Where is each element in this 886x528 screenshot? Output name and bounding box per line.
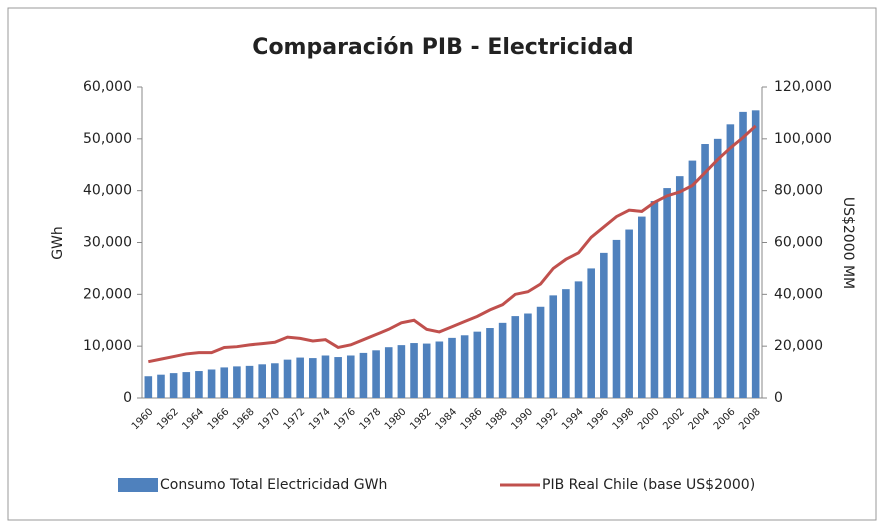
- bar: [688, 160, 697, 398]
- bar: [384, 347, 393, 398]
- bar: [612, 239, 621, 398]
- y-tick-label: 30,000: [83, 235, 132, 251]
- bar: [283, 359, 292, 398]
- y2-tick-label: 0: [774, 390, 783, 406]
- y2-tick-label: 80,000: [774, 183, 823, 199]
- y-tick-label: 60,000: [83, 79, 132, 95]
- bar: [587, 268, 595, 398]
- bar: [410, 343, 418, 398]
- bar: [321, 355, 330, 398]
- y2-tick-label: 60,000: [774, 235, 823, 251]
- y-tick-label: 50,000: [83, 131, 132, 147]
- bar: [486, 328, 494, 398]
- bar: [372, 350, 380, 398]
- bar: [169, 373, 178, 398]
- bar: [460, 335, 469, 398]
- bar: [220, 367, 229, 398]
- bar: [650, 201, 659, 398]
- bar: [713, 138, 722, 399]
- legend-swatch: [118, 478, 158, 492]
- y-tick-label: 20,000: [83, 286, 132, 302]
- bar: [144, 376, 153, 398]
- y-axis-title: GWh: [50, 226, 66, 260]
- bar: [422, 343, 431, 398]
- bar: [207, 369, 216, 398]
- bar: [233, 366, 241, 398]
- bar: [195, 371, 203, 398]
- bar: [346, 355, 355, 398]
- bar: [751, 110, 760, 398]
- bar: [625, 229, 633, 398]
- bar: [562, 289, 570, 398]
- y2-tick-label: 20,000: [774, 338, 823, 354]
- bar: [701, 144, 709, 398]
- bar: [726, 124, 735, 398]
- y2-tick-label: 100,000: [774, 131, 832, 147]
- y-tick-label: 40,000: [83, 183, 132, 199]
- bar: [359, 352, 368, 398]
- bar: [536, 306, 545, 398]
- bar: [524, 313, 532, 398]
- y-tick-label: 0: [123, 390, 132, 406]
- chart-title: Comparación PIB - Electricidad: [252, 35, 633, 60]
- y2-tick-label: 40,000: [774, 286, 823, 302]
- legend-label: PIB Real Chile (base US$2000): [542, 477, 755, 493]
- bar: [600, 252, 608, 398]
- y2-tick-label: 120,000: [774, 79, 832, 95]
- bar: [473, 331, 482, 398]
- bar: [271, 363, 279, 398]
- bar: [739, 111, 747, 398]
- legend-label: Consumo Total Electricidad GWh: [160, 477, 387, 493]
- bar: [448, 337, 456, 398]
- bar: [245, 365, 254, 398]
- bar: [309, 358, 317, 398]
- bar: [574, 281, 583, 398]
- bar: [638, 216, 646, 398]
- bar: [334, 357, 342, 398]
- y-tick-label: 10,000: [83, 338, 132, 354]
- bar: [511, 316, 520, 398]
- bar: [549, 295, 558, 398]
- bar: [258, 364, 266, 398]
- bar: [296, 357, 304, 398]
- bar: [675, 176, 684, 398]
- y2-axis-title: US$2000 MM: [840, 197, 856, 289]
- bar: [435, 341, 444, 398]
- bar: [157, 374, 165, 398]
- bar: [397, 345, 406, 398]
- bar: [498, 322, 507, 398]
- line: [148, 124, 757, 364]
- bar: [663, 188, 671, 398]
- bar: [182, 372, 191, 398]
